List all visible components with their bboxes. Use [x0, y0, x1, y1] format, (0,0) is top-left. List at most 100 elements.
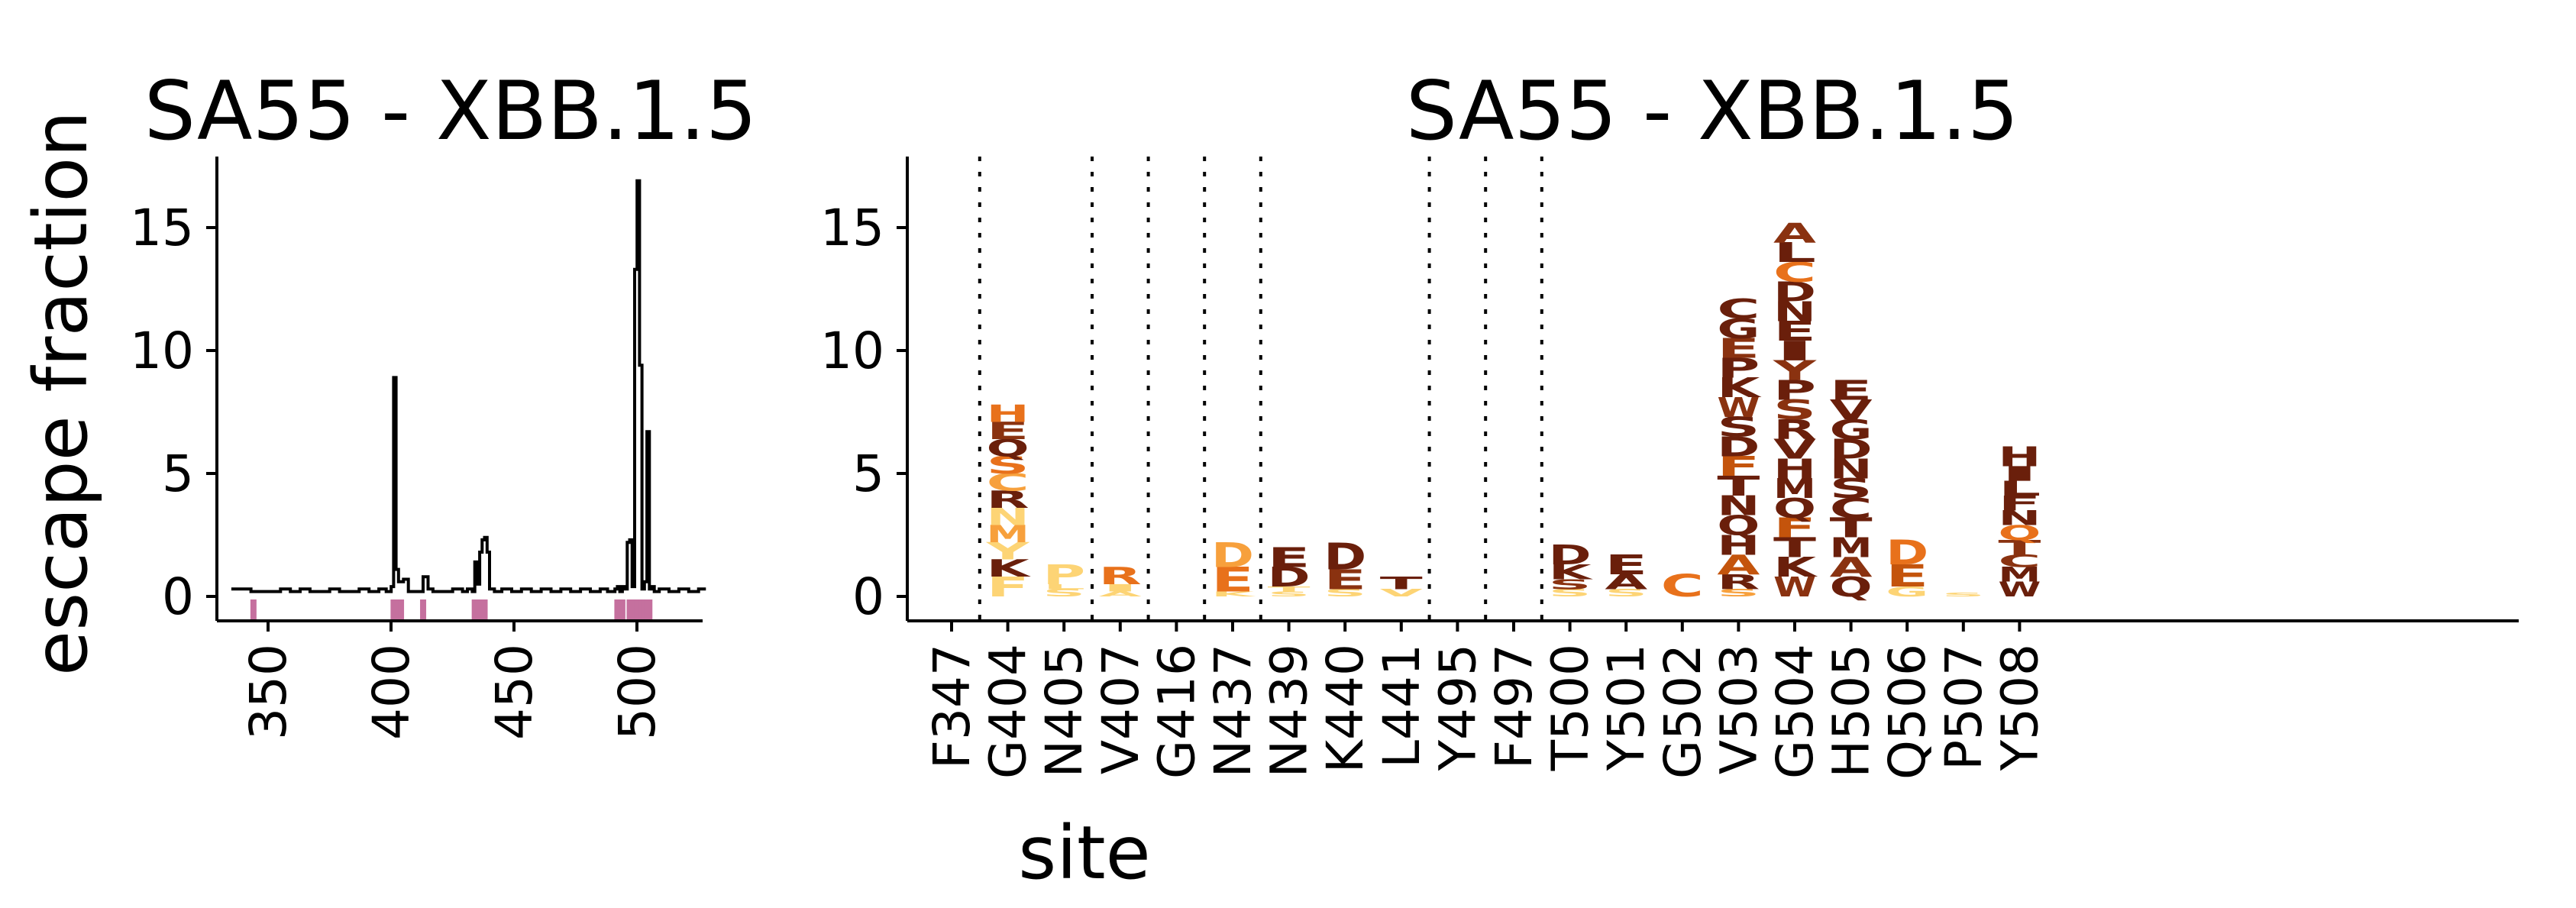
- logo-letter: Y: [986, 538, 1031, 565]
- logo-letter: A: [1830, 551, 1873, 583]
- site-tick-label: V503: [1709, 644, 1768, 774]
- logo-letter: M: [1830, 532, 1873, 564]
- logo-letter: T: [1268, 585, 1311, 593]
- logo-letter: E: [1773, 315, 1816, 347]
- logo-letter: T: [1998, 536, 2041, 560]
- logo-letter: H: [1773, 453, 1816, 484]
- logo-letter: D: [1830, 434, 1873, 465]
- logo-letter: S: [1942, 592, 1985, 598]
- logo-letter: T: [1773, 532, 1816, 564]
- logo-letter: P: [1773, 374, 1816, 406]
- logo-letter: E: [1605, 549, 1647, 580]
- logo-letter: W: [1998, 578, 2041, 602]
- site-tick-label: V407: [1091, 644, 1150, 774]
- line-chart-title: SA55 - XBB.1.5: [144, 64, 758, 158]
- x-axis-label: site: [1018, 810, 1150, 896]
- logo-letter: M: [1998, 563, 2041, 586]
- logo-letter: L: [1773, 237, 1816, 268]
- logo-letter: S: [1549, 587, 1592, 599]
- site-tick-label: L441: [1372, 644, 1431, 768]
- logo-letter: E: [1717, 333, 1760, 364]
- logo-letter: D: [1211, 536, 1254, 575]
- logo-letter: S: [1717, 587, 1760, 599]
- site-tick-label: Q506: [1878, 644, 1937, 780]
- y-axis-label: escape fraction: [18, 111, 104, 676]
- logo-letter: K: [1211, 590, 1256, 598]
- logo-letter: N: [987, 503, 1029, 531]
- logo-letter: K: [987, 555, 1032, 583]
- site-tick-label: G416: [1147, 644, 1206, 779]
- logo-letter: G: [1830, 414, 1873, 445]
- y-tick-label: 10: [130, 322, 194, 380]
- logo-letter: E: [1268, 541, 1311, 573]
- site-tick-label: N439: [1260, 644, 1319, 777]
- logo-letter: C: [1830, 493, 1873, 524]
- logo-letter: N: [1998, 506, 2041, 530]
- logo-letter: S: [1549, 577, 1592, 593]
- logo-letter: D: [1773, 276, 1816, 308]
- logo-plot-panel: SA55 - XBB.1.5 site FKYMNRCSQEHSLPAIRKED…: [820, 64, 2519, 896]
- highlight-site-marker: [398, 599, 405, 621]
- series-line: [231, 179, 706, 593]
- site-tick-label: T500: [1541, 644, 1600, 771]
- logo-letter: C: [1717, 293, 1760, 325]
- logo-letter: Y: [1773, 355, 1818, 386]
- logo-letter: E: [1886, 558, 1928, 593]
- logo-plot-title: SA55 - XBB.1.5: [1406, 64, 2019, 158]
- y-tick-label: 5: [852, 444, 884, 503]
- highlight-site-marker: [420, 599, 427, 621]
- site-tick-label: F347: [923, 644, 981, 769]
- site-tick-label: K440: [1316, 644, 1375, 773]
- logo-letter: A: [1099, 590, 1142, 598]
- logo-letter: H: [1998, 441, 2041, 472]
- y-tick-label: 15: [820, 199, 884, 257]
- line-chart-x-ticks: 350 400 450 500: [239, 621, 667, 740]
- site-tick-label: G502: [1653, 644, 1712, 779]
- logo-letter: E: [987, 418, 1029, 445]
- logo-letter: P: [1042, 559, 1085, 590]
- logo-letter: S: [1773, 394, 1816, 425]
- y-tick-label: 15: [130, 199, 194, 257]
- logo-letter: D: [1549, 539, 1592, 570]
- logo-letter: S: [1717, 412, 1760, 443]
- logo-y-ticks: 0 5 10 15: [820, 199, 907, 626]
- logo-letter: D: [1324, 535, 1366, 579]
- logo-letter: N: [1717, 490, 1760, 522]
- logo-letter: E: [1211, 561, 1254, 599]
- highlight-site-marker: [481, 599, 488, 621]
- site-tick-label: N437: [1204, 644, 1262, 777]
- logo-letter: F: [1773, 512, 1816, 544]
- logo-letter: A: [1605, 570, 1647, 594]
- logo-letter: A: [1773, 217, 1816, 248]
- logo-letter: C: [987, 469, 1029, 496]
- logo-letter: Q: [1998, 522, 2041, 545]
- logo-letter: T: [1830, 512, 1873, 544]
- logo-letter: F: [1717, 451, 1760, 482]
- site-tick-label: H505: [1822, 644, 1881, 778]
- logo-letter: V: [1380, 587, 1423, 599]
- site-tick-label: G504: [1766, 644, 1825, 779]
- logo-letter: K: [1717, 372, 1762, 403]
- logo-letter: S: [1268, 590, 1311, 598]
- logo-letter: T: [1380, 574, 1423, 593]
- logo-letter: E: [1324, 564, 1366, 595]
- y-tick-label: 0: [162, 567, 194, 626]
- highlight-site-marker: [471, 599, 478, 621]
- site-tick-label: Y501: [1597, 644, 1656, 771]
- logo-letter: H: [1717, 529, 1760, 561]
- line-chart-panel: SA55 - XBB.1.5 escape fraction 0 5 10 15…: [18, 64, 757, 740]
- logo-letter: S: [1605, 587, 1647, 599]
- logo-letter: W: [1773, 571, 1816, 603]
- logo-letter: F: [987, 571, 1029, 603]
- highlight-site-marker: [614, 599, 621, 621]
- highlight-site-marker: [646, 599, 653, 621]
- logo-letter: P: [1717, 352, 1760, 383]
- site-tick-label: G404: [979, 644, 1038, 779]
- site-tick-label: Y495: [1428, 644, 1487, 771]
- logo-letter: W: [1717, 392, 1760, 423]
- logo-letter: F: [1998, 492, 2041, 515]
- logo-letter: Q: [1773, 493, 1816, 524]
- logo-letter: M: [1773, 473, 1816, 504]
- logo-letter: A: [1717, 549, 1760, 580]
